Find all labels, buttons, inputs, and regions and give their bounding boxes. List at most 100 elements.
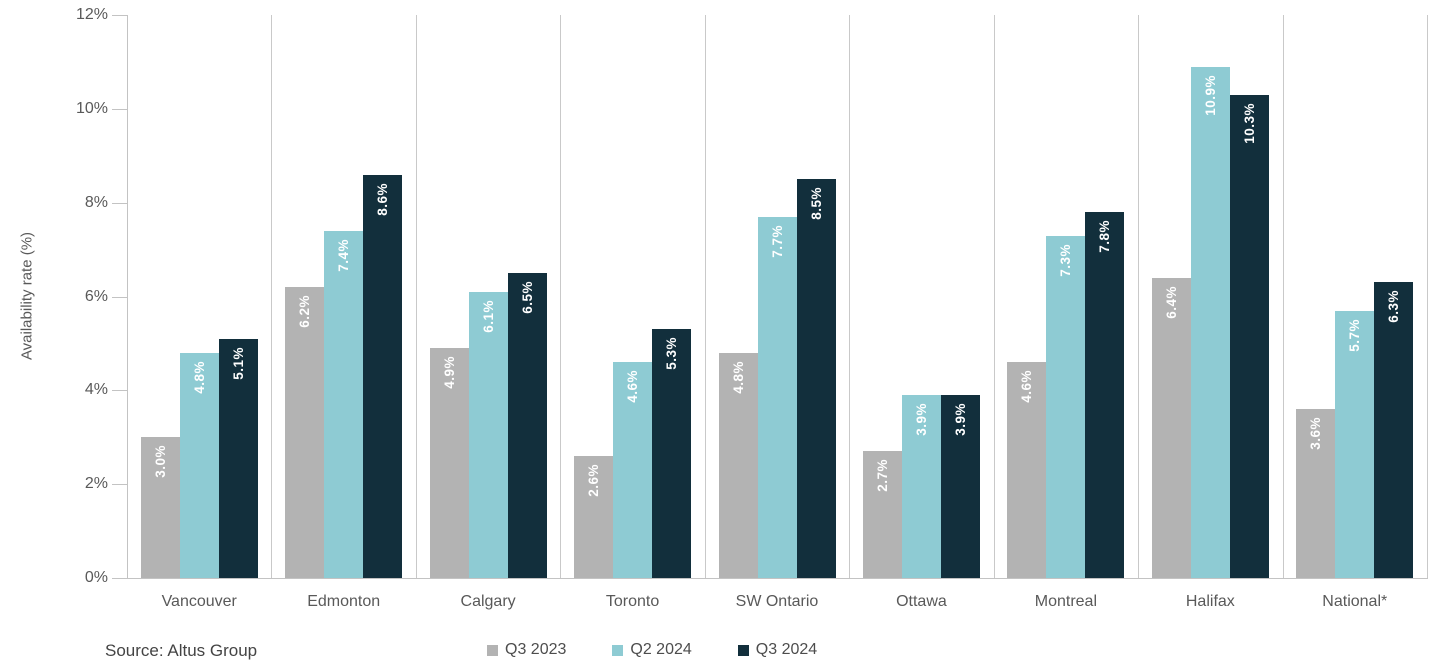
bar-group-sw-ontario: 4.8% 7.7% 8.5%	[718, 15, 836, 578]
bar-value-label-wrap: 7.4%	[324, 239, 363, 272]
bar-q3-2024-ottawa: 3.9%	[940, 395, 980, 578]
bar-q2-2024-ottawa: 3.9%	[901, 395, 941, 578]
bar-value-label: 2.7%	[874, 459, 890, 492]
gridline	[416, 15, 417, 578]
bar-group-vancouver: 3.0% 4.8% 5.1%	[140, 15, 258, 578]
bar-value-label-wrap: 8.6%	[363, 183, 402, 216]
bar-value-label: 10.3%	[1241, 103, 1257, 144]
y-tick-mark	[112, 296, 127, 298]
y-tick-mark	[112, 390, 127, 392]
bar-value-label: 3.6%	[1308, 417, 1324, 450]
bar-q2-2024-edmonton: 7.4%	[324, 231, 364, 578]
bar-value-label-wrap: 7.7%	[758, 225, 797, 258]
bar-value-label-wrap: 10.3%	[1230, 103, 1269, 144]
bar-q3-2024-edmonton: 8.6%	[363, 175, 403, 578]
legend-item-q2-2024: Q2 2024	[612, 641, 692, 659]
y-tick-mark	[112, 15, 127, 16]
bar-value-label: 6.2%	[297, 295, 313, 328]
bar-value-label-wrap: 5.7%	[1335, 319, 1374, 352]
legend-swatch-icon	[487, 644, 498, 656]
bar-q3-2023-toronto: 2.6%	[574, 456, 614, 578]
y-axis-title: Availability rate (%)	[18, 231, 36, 361]
x-category-label-toronto: Toronto	[605, 593, 660, 610]
y-tick-label: 0%	[84, 569, 108, 586]
bar-value-label-wrap: 2.7%	[863, 459, 902, 492]
legend-swatch-icon	[612, 644, 624, 656]
bar-value-label: 4.8%	[191, 361, 207, 394]
bar-value-label: 6.1%	[480, 300, 496, 333]
bar-value-label-wrap: 4.8%	[719, 361, 758, 394]
y-tick-label: 8%	[84, 193, 108, 211]
bar-value-label: 3.9%	[952, 403, 968, 436]
bar-value-label: 3.0%	[152, 445, 168, 478]
bar-q3-2024-halifax: 10.3%	[1229, 95, 1269, 578]
bar-value-label-wrap: 4.6%	[1007, 370, 1046, 403]
gridline	[560, 15, 561, 578]
y-tick-mark	[112, 202, 127, 204]
y-tick-label: 10%	[75, 99, 108, 117]
plot-area: 3.0% 4.8% 5.1% 6.2% 7.4% 8.6% 4.9% 6.1% 6.5% 2.6%…	[127, 15, 1428, 578]
bar-group-national: 3.6% 5.7% 6.3%	[1296, 15, 1414, 578]
x-category-label-vancouver: Vancouver	[161, 593, 237, 610]
bar-q2-2024-sw-ontario: 7.7%	[757, 217, 797, 578]
bar-q2-2024-vancouver: 4.8%	[179, 353, 219, 578]
bar-value-label: 7.3%	[1058, 244, 1074, 277]
bar-group-ottawa: 2.7% 3.9% 3.9%	[862, 15, 980, 578]
bar-q3-2024-toronto: 5.3%	[652, 329, 692, 578]
source-text: Source: Altus Group	[105, 641, 258, 660]
bar-q3-2023-sw-ontario: 4.8%	[718, 353, 758, 578]
x-axis-line	[127, 578, 1428, 579]
x-category-label-halifax: Halifax	[1185, 593, 1235, 610]
bar-q3-2024-vancouver: 5.1%	[218, 339, 258, 578]
bar-q3-2023-national: 3.6%	[1296, 409, 1336, 578]
x-category-label-national: National*	[1322, 593, 1388, 610]
gridline	[1427, 15, 1428, 578]
bar-value-label: 4.6%	[625, 370, 641, 403]
bar-q3-2023-edmonton: 6.2%	[285, 287, 325, 578]
gridline	[271, 15, 272, 578]
bar-group-montreal: 4.6% 7.3% 7.8%	[1007, 15, 1125, 578]
legend-label: Q3 2023	[505, 641, 567, 658]
legend-label: Q2 2024	[630, 641, 692, 658]
y-tick-label: 12%	[75, 6, 108, 23]
bar-value-label-wrap: 3.9%	[941, 403, 980, 436]
bar-value-label-wrap: 3.0%	[141, 445, 180, 478]
gridline	[994, 15, 995, 578]
bar-value-label: 8.5%	[808, 187, 824, 220]
bar-value-label: 8.6%	[375, 183, 391, 216]
bar-value-label: 6.5%	[519, 281, 535, 314]
x-category-label-edmonton: Edmonton	[307, 593, 381, 610]
bar-value-label: 7.4%	[336, 239, 352, 272]
bar-value-label-wrap: 7.3%	[1046, 244, 1085, 277]
gridline	[1283, 15, 1284, 578]
y-tick-mark	[112, 108, 127, 110]
gridline	[1138, 15, 1139, 578]
bar-value-label: 4.9%	[441, 356, 457, 389]
y-axis-line	[127, 15, 128, 578]
x-category-label-sw-ontario: SW Ontario	[735, 593, 819, 610]
bar-value-label-wrap: 4.9%	[430, 356, 469, 389]
bar-value-label: 10.9%	[1202, 75, 1218, 116]
legend-label: Q3 2024	[755, 641, 818, 658]
bar-value-label: 6.3%	[1386, 290, 1402, 323]
bar-value-label-wrap: 4.8%	[180, 361, 219, 394]
bar-q2-2024-montreal: 7.3%	[1046, 236, 1086, 578]
bar-q3-2024-sw-ontario: 8.5%	[796, 179, 836, 578]
y-tick-label: 4%	[84, 381, 108, 399]
legend-swatch-icon	[737, 644, 749, 656]
legend: Q3 2023 Q2 2024 Q3 2024	[487, 641, 817, 659]
bar-q3-2023-vancouver: 3.0%	[140, 437, 180, 578]
x-category-label-montreal: Montreal	[1034, 593, 1097, 610]
bar-q3-2024-calgary: 6.5%	[507, 273, 547, 578]
gridline	[705, 15, 706, 578]
x-category-label-calgary: Calgary	[460, 593, 516, 610]
bar-value-label-wrap: 3.6%	[1296, 417, 1335, 450]
bar-value-label-wrap: 6.2%	[285, 295, 324, 328]
bar-value-label: 7.8%	[1097, 220, 1113, 253]
bar-q2-2024-halifax: 10.9%	[1190, 67, 1230, 578]
bar-value-label-wrap: 5.3%	[652, 337, 691, 370]
bar-q3-2023-calgary: 4.9%	[429, 348, 469, 578]
bar-value-label: 4.8%	[730, 361, 746, 394]
bar-value-label-wrap: 3.9%	[902, 403, 941, 436]
